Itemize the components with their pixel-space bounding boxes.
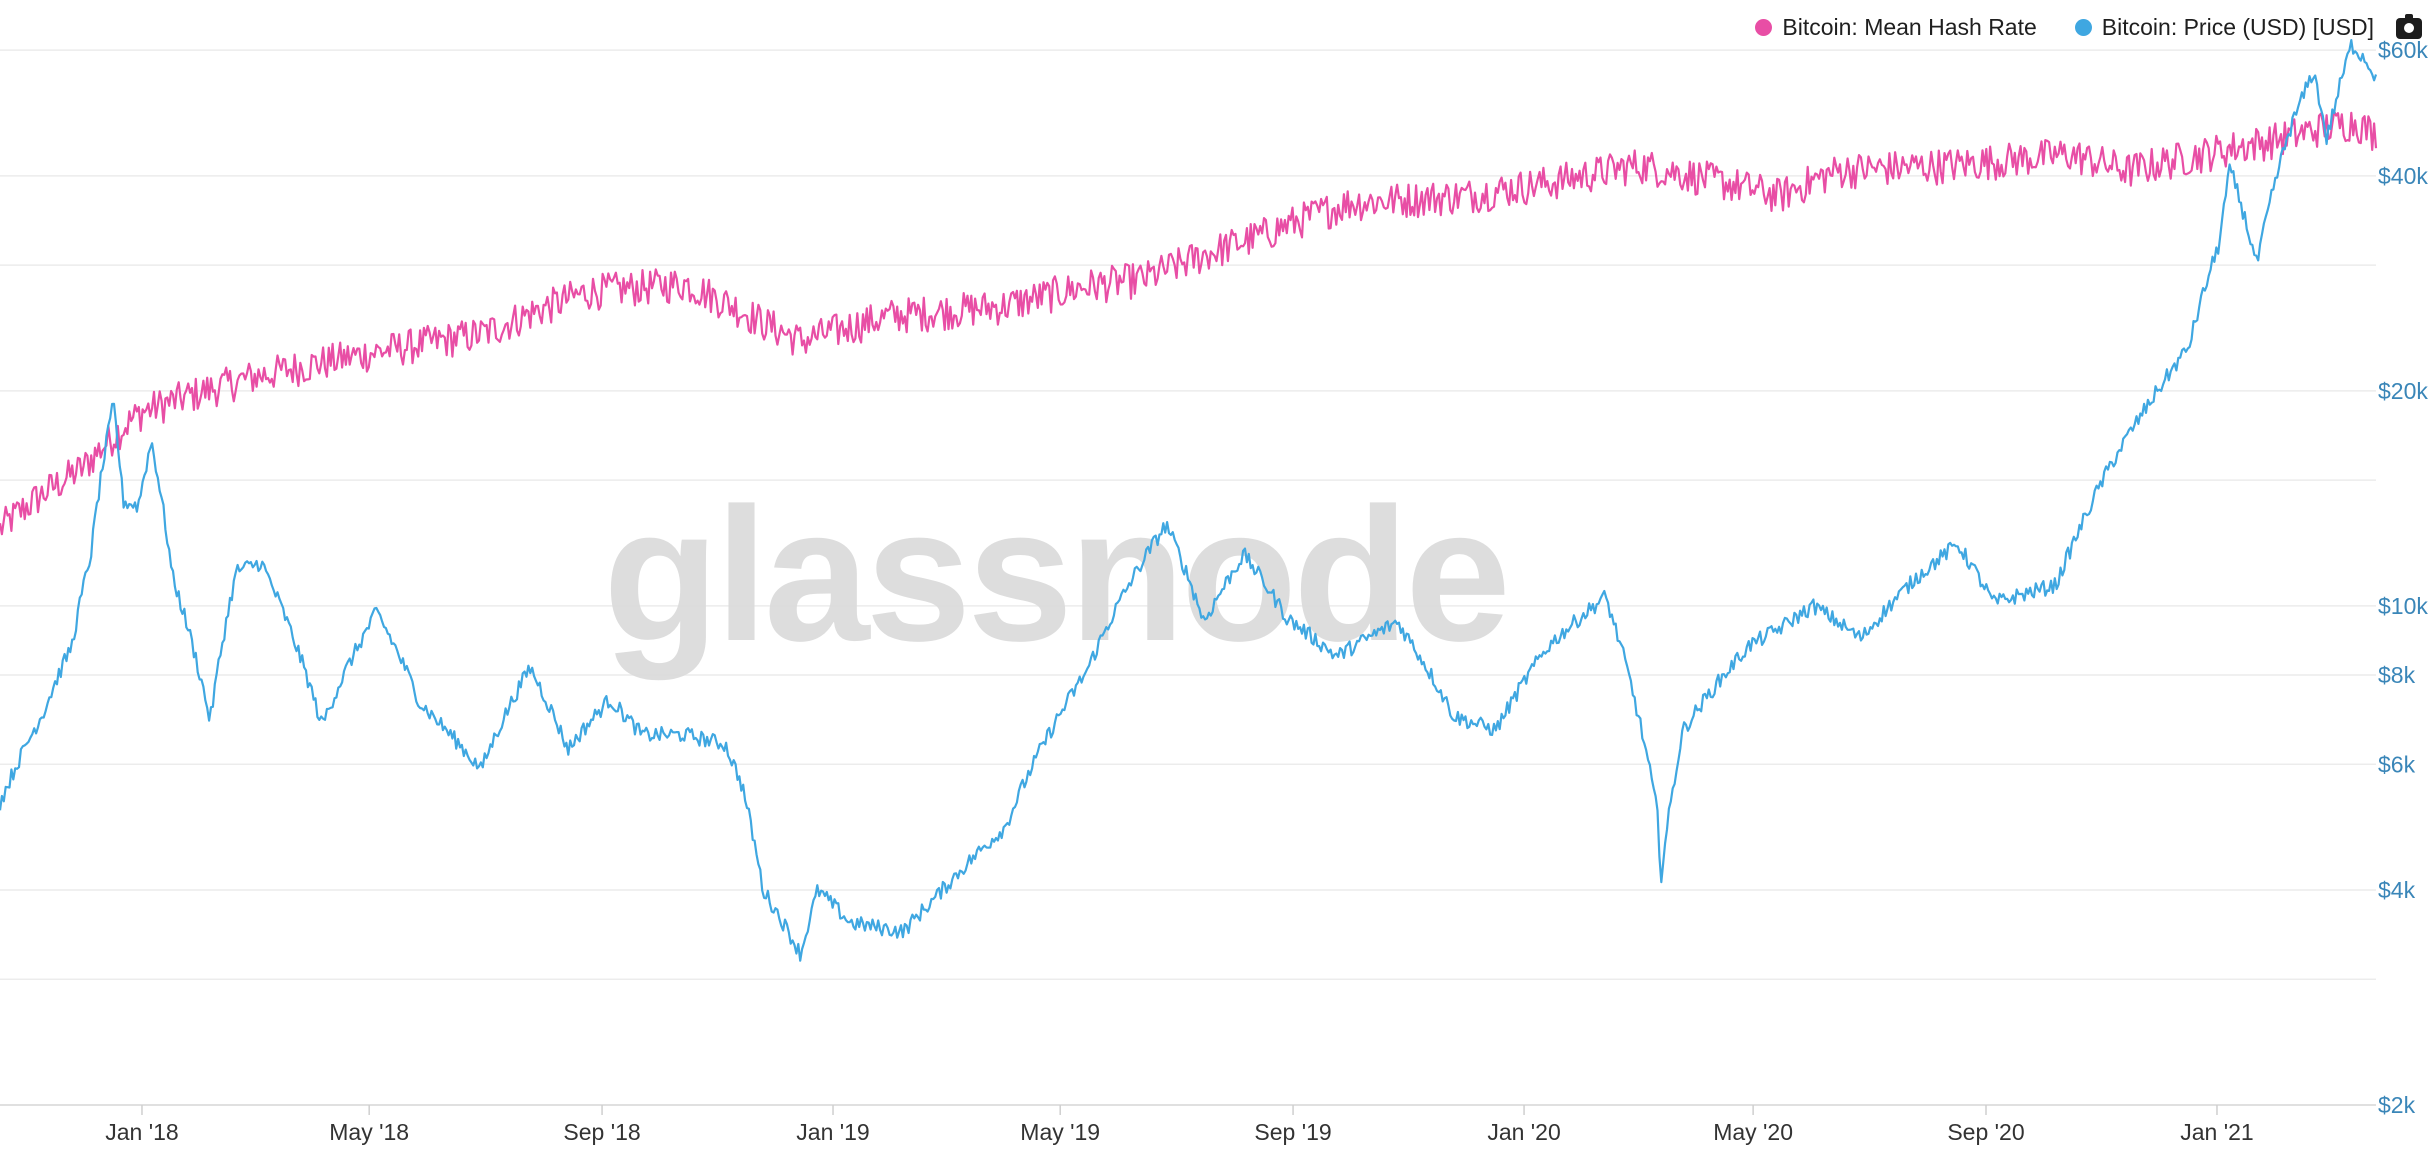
watermark-glassnode: glassnode [603,469,1507,681]
x-tick-label: Sep '18 [563,1119,640,1145]
series-line-price [0,38,2378,962]
y-tick-label: $6k [2378,751,2416,777]
x-tick-label: Jan '21 [2180,1119,2253,1145]
x-tick-label: May '19 [1020,1119,1100,1145]
x-tick-label: Jan '20 [1487,1119,1560,1145]
legend-item-hash-rate[interactable]: Bitcoin: Mean Hash Rate [1755,14,2037,41]
x-axis: Jan '18 May '18 Sep '18 Jan '19 May '19 Sep '… [0,1104,2376,1145]
y-tick-label: $20k [2378,378,2428,404]
x-tick-label: Sep '20 [1947,1119,2024,1145]
x-tick-label: Sep '19 [1254,1119,1331,1145]
legend-marker-hash-rate [1755,19,1773,36]
y-tick-label: $10k [2378,593,2428,619]
legend-label-price: Bitcoin: Price (USD) [USD] [2101,14,2374,40]
y-tick-label: $60k [2378,37,2428,63]
x-tick-label: Jan '19 [796,1119,869,1145]
x-tick-label: Jan '18 [105,1119,178,1145]
x-tick-label: May '18 [329,1119,409,1145]
x-tick-label: May '20 [1713,1119,1793,1145]
y-tick-label: $2k [2378,1092,2416,1118]
series-lines [0,38,2378,962]
legend-marker-price [2074,19,2092,36]
y-tick-label: $8k [2378,662,2416,688]
y-axis-right: $60k $40k $20k $10k $8k $6k $4k $2k [2378,37,2428,1118]
camera-icon[interactable] [2396,14,2422,39]
y-tick-label: $40k [2378,163,2428,189]
legend-item-price[interactable]: Bitcoin: Price (USD) [USD] [2074,14,2374,41]
y-tick-label: $4k [2378,877,2416,903]
legend-label-hash-rate: Bitcoin: Mean Hash Rate [1782,14,2037,40]
legend: Bitcoin: Mean Hash Rate Bitcoin: Price (… [1755,14,2374,41]
series-line-hash-rate [0,110,2378,536]
